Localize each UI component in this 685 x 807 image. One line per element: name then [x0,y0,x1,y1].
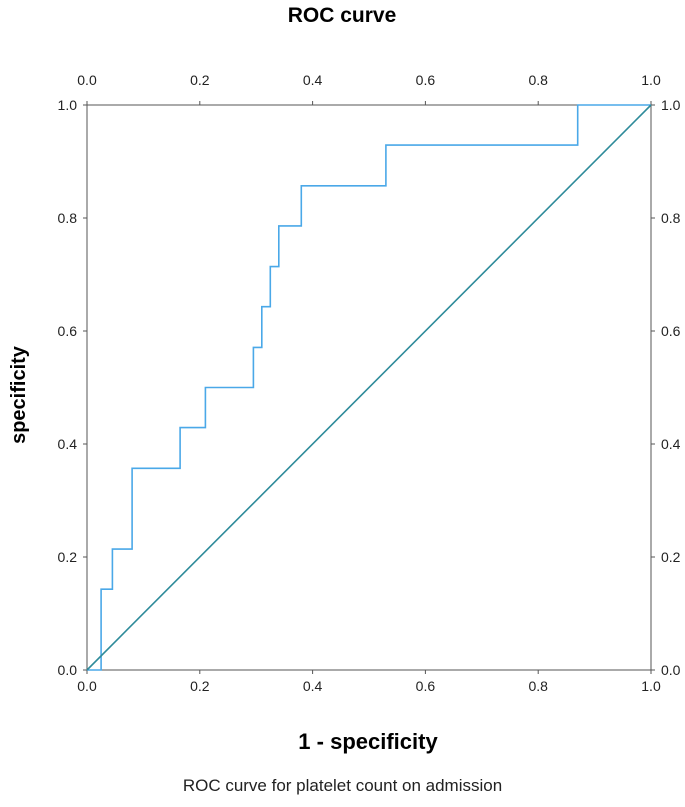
x-tick-label-top: 0.2 [190,72,210,88]
y-tick-label-right: 0.2 [661,549,681,565]
x-tick-label: 0.8 [528,678,548,694]
series-layer [86,104,652,671]
reference-diagonal-line [86,104,652,671]
x-tick-label-top: 0.4 [303,72,323,88]
plot-frame [86,104,652,671]
x-tick-label: 0.0 [77,678,97,694]
x-tick-label-top: 0.6 [416,72,436,88]
x-tick-label-top: 0.0 [77,72,97,88]
y-tick-label: 0.8 [58,210,78,226]
x-tick-label: 1.0 [641,678,661,694]
y-axis-left: 0.0 0.2 0.4 0.6 0.8 1.0 [58,97,87,678]
y-tick-label: 0.2 [58,549,78,565]
y-tick-label: 0.0 [58,662,78,678]
y-tick-label-right: 0.0 [661,662,681,678]
x-tick-label: 0.6 [416,678,436,694]
y-tick-label-right: 0.8 [661,210,681,226]
y-tick-label-right: 1.0 [661,97,681,113]
chart-title: ROC curve [288,4,397,27]
figure-caption: ROC curve for platelet count on admissio… [182,776,503,795]
y-axis-label: specificity [8,345,30,444]
x-tick-label-top: 0.8 [528,72,548,88]
y-tick-label-right: 0.6 [661,323,681,339]
x-axis-top: 0.0 0.2 0.4 0.6 0.8 1.0 [77,72,661,105]
y-tick-label: 0.6 [58,323,78,339]
y-tick-label: 0.4 [58,436,78,452]
x-axis-label: 1 - specificity [298,729,438,754]
y-axis-right: 0.0 0.2 0.4 0.6 0.8 1.0 [651,97,681,678]
x-tick-label: 0.4 [303,678,323,694]
x-tick-label: 0.2 [190,678,210,694]
roc-curve-line [87,104,651,671]
x-tick-label-top: 1.0 [641,72,661,88]
x-axis-bottom: 0.0 0.2 0.4 0.6 0.8 1.0 [77,670,661,694]
y-tick-label: 1.0 [58,97,78,113]
y-tick-label-right: 0.4 [661,436,681,452]
